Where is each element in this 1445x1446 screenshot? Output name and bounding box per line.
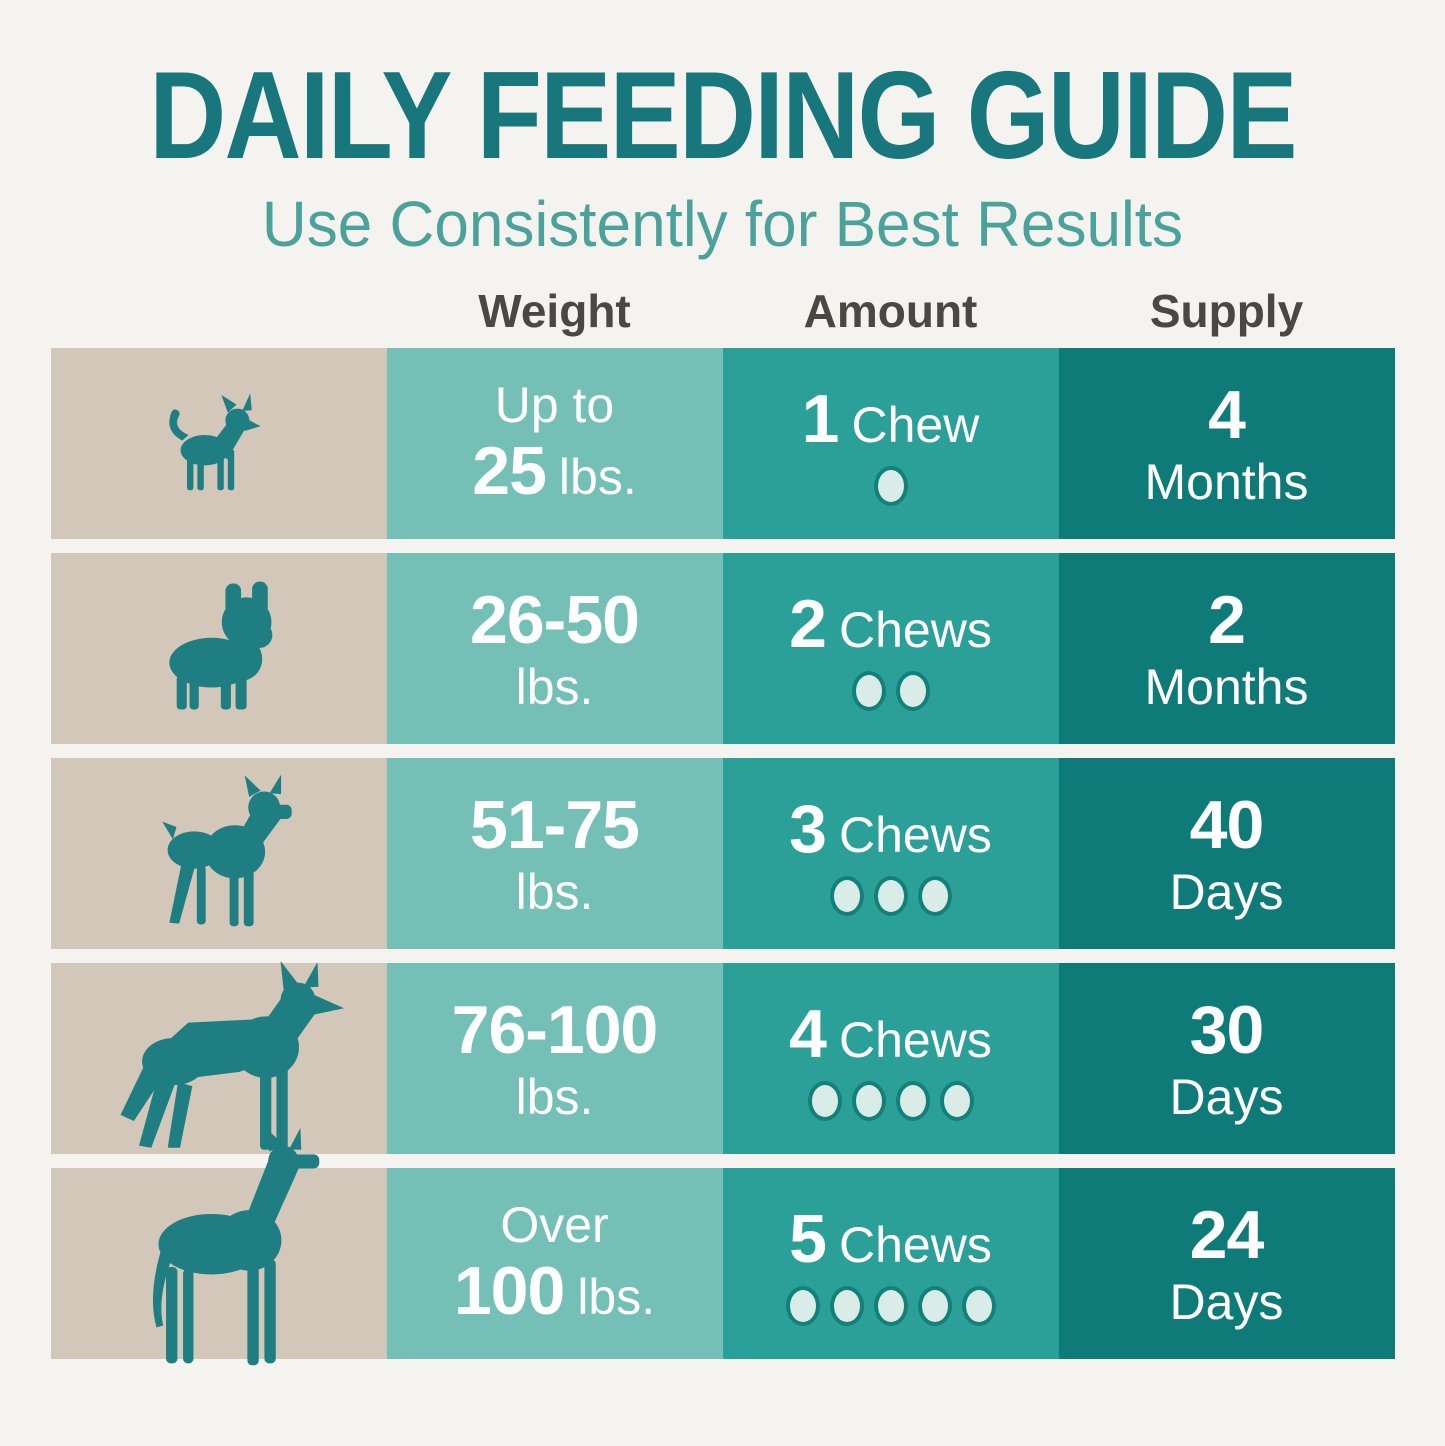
supply-cell: 40 Days [1058, 758, 1395, 949]
amount-label: Chew [851, 397, 980, 454]
amount-value: 5 [789, 1201, 827, 1278]
col-header-amount: Amount [803, 285, 978, 337]
chew-dot [939, 1080, 974, 1121]
weight-text: lbs. [577, 1269, 656, 1326]
chew-dots [851, 670, 930, 711]
weight-text: lbs. [515, 863, 594, 920]
supply-cell: 30 Days [1058, 963, 1395, 1154]
supply-value: 2 [1208, 582, 1246, 659]
supply-value: 4 [1208, 377, 1246, 454]
col-header-supply: Supply [1149, 285, 1304, 337]
table-body: Up to 25 lbs. 1 Chew 4 Months 26-50 lbs. 2 Chews 2 M… [50, 348, 1395, 1366]
chew-dots [829, 875, 952, 916]
weight-text: lbs. [558, 449, 637, 506]
chihuahua-icon [168, 393, 261, 491]
supply-unit: Months [1144, 453, 1309, 510]
supply-unit: Days [1169, 1273, 1284, 1330]
weight-cell: 76-100 lbs. [386, 963, 723, 1154]
table-row: 26-50 lbs. 2 Chews 2 Months [50, 553, 1395, 744]
weight-cell: 51-75 lbs. [386, 758, 723, 949]
table-row: Over 100 lbs. 5 Chews 24 Days [50, 1127, 1395, 1366]
chew-dot [851, 1080, 886, 1121]
amount-value: 2 [789, 586, 827, 663]
table-row: Up to 25 lbs. 1 Chew 4 Months [50, 348, 1395, 539]
weight-text: 76-100 [451, 992, 659, 1069]
weight-text: 25 [472, 433, 547, 510]
amount-cell: 2 Chews [722, 553, 1059, 744]
supply-cell: 4 Months [1058, 348, 1395, 539]
amount-cell: 1 Chew [722, 348, 1059, 539]
weight-cell: Over 100 lbs. [386, 1168, 723, 1359]
chew-dots [873, 465, 908, 506]
chew-dot [873, 1285, 908, 1326]
chew-dot [895, 1080, 930, 1121]
weight-text: 100 [453, 1253, 565, 1330]
dog-cell [50, 961, 387, 1154]
chew-dots [807, 1080, 974, 1121]
french-bulldog-icon [168, 581, 272, 710]
weight-text: lbs. [515, 1068, 594, 1125]
dog-cell [50, 758, 387, 949]
supply-unit: Days [1169, 863, 1284, 920]
amount-cell: 3 Chews [722, 758, 1059, 949]
supply-value: 40 [1189, 787, 1265, 864]
amount-label: Chews [838, 807, 992, 864]
german-shepherd-icon [120, 961, 344, 1150]
great-dane-icon [152, 1127, 319, 1366]
supply-unit: Days [1169, 1068, 1284, 1125]
supply-value: 24 [1189, 1197, 1265, 1274]
weight-text: 51-75 [470, 787, 640, 864]
dog-cell [50, 553, 387, 744]
table-header-row: Weight Amount Supply [51, 280, 1395, 342]
chew-dot [851, 670, 886, 711]
feeding-table: Weight Amount Supply Up to 25 lbs. 1 Chew 4 Mo… [50, 280, 1395, 1366]
chew-dot [785, 1285, 820, 1326]
supply-cell: 2 Months [1058, 553, 1395, 744]
weight-cell: 26-50 lbs. [386, 553, 723, 744]
chew-dot [895, 670, 930, 711]
dog-cell [50, 1127, 387, 1366]
weight-text: Over [500, 1197, 609, 1254]
table-row: 51-75 lbs. 3 Chews 40 Days [50, 758, 1395, 949]
page-title: DAILY FEEDING GUIDE [149, 47, 1297, 185]
supply-value: 30 [1189, 992, 1265, 1069]
supply-cell: 24 Days [1058, 1168, 1395, 1359]
amount-label: Chews [838, 602, 992, 659]
chew-dot [873, 875, 908, 916]
chew-dot [873, 465, 908, 506]
amount-cell: 5 Chews [722, 1168, 1059, 1359]
chew-dot [829, 875, 864, 916]
boxer-icon [161, 774, 292, 927]
weight-text: Up to [494, 377, 615, 434]
chew-dot [807, 1080, 842, 1121]
chew-dots [785, 1285, 996, 1326]
chew-dot [961, 1285, 996, 1326]
amount-label: Chews [838, 1217, 992, 1274]
chew-dot [829, 1285, 864, 1326]
table-row: 76-100 lbs. 4 Chews 30 Days [50, 961, 1395, 1154]
weight-cell: Up to 25 lbs. [386, 348, 723, 539]
chew-dot [917, 1285, 952, 1326]
dog-cell [50, 348, 387, 539]
amount-value: 1 [801, 381, 840, 458]
chew-dot [917, 875, 952, 916]
col-header-weight: Weight [478, 285, 631, 337]
page-subtitle: Use Consistently for Best Results [261, 188, 1184, 260]
amount-label: Chews [838, 1012, 992, 1069]
weight-text: 26-50 [470, 582, 640, 659]
weight-text: lbs. [515, 658, 594, 715]
amount-value: 4 [789, 996, 827, 1073]
amount-cell: 4 Chews [722, 963, 1059, 1154]
supply-unit: Months [1144, 658, 1309, 715]
amount-value: 3 [789, 791, 827, 868]
